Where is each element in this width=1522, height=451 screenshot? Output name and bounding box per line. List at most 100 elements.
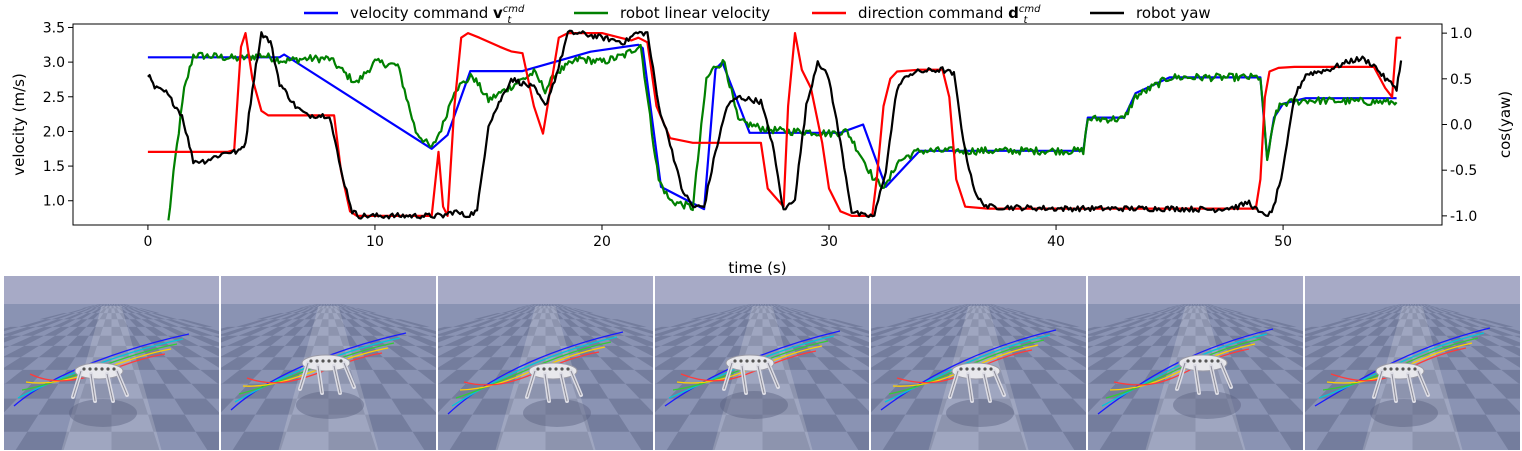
floor-tile — [996, 308, 1011, 314]
y-tick-label-right: 1.0 — [1450, 26, 1472, 42]
floor-tile — [877, 335, 912, 346]
floor-tile — [4, 345, 39, 358]
floor-tile — [1204, 305, 1214, 309]
sim-frame-scene — [220, 276, 436, 450]
sim-frame-1 — [4, 276, 219, 450]
floor-tile — [789, 308, 811, 314]
floor-tile — [753, 319, 763, 327]
floor-tile — [1235, 313, 1262, 320]
floor-tile — [1420, 308, 1429, 314]
floor-tile — [97, 335, 112, 346]
floor-tile — [535, 305, 541, 309]
floor-tile — [1089, 369, 1130, 384]
legend-label-robot_yaw: robot yaw — [1136, 4, 1211, 22]
floor-tile — [477, 326, 504, 336]
robot-model — [71, 362, 129, 403]
series-layer — [147, 29, 1403, 221]
floor-tile — [770, 305, 780, 309]
floor-tile — [252, 319, 281, 327]
legend-label-robot_linear_velocity: robot linear velocity — [620, 4, 770, 22]
floor-tile — [503, 319, 522, 327]
floor-tile — [776, 305, 790, 309]
floor-tile — [1435, 308, 1453, 314]
floor-tile — [794, 313, 816, 320]
floor-tile — [655, 369, 696, 384]
floor-tile — [554, 305, 563, 309]
floor-tile — [654, 326, 687, 336]
floor-tile — [1420, 313, 1431, 320]
floor-tile — [1088, 398, 1102, 413]
y-tick-label-right: -0.5 — [1450, 163, 1477, 179]
floor-tile — [1198, 305, 1204, 309]
floor-tile — [1165, 305, 1180, 309]
floor-tile — [1422, 304, 1428, 306]
floor-tile — [757, 304, 760, 306]
floor-tile — [660, 335, 695, 346]
floor-tile — [608, 398, 653, 415]
floor-tile — [886, 319, 920, 327]
floor-tile — [943, 313, 959, 320]
floor-tile — [871, 383, 873, 385]
floor-tile — [1252, 335, 1283, 346]
floor-tile — [981, 305, 987, 309]
floor-tile — [517, 308, 531, 314]
floor-tile — [750, 308, 758, 314]
floor-tile — [933, 326, 954, 336]
floor-tile — [328, 431, 377, 450]
floor-tile — [220, 357, 256, 370]
floor-tile — [1467, 357, 1502, 370]
floor-tile — [1368, 308, 1388, 314]
floor-tile — [578, 326, 602, 336]
floor-tile — [533, 308, 541, 314]
floor-tile — [965, 304, 971, 306]
robot-shadow — [1173, 391, 1242, 419]
floor-tile — [1088, 345, 1095, 349]
y-tick-label-left: 3.0 — [43, 55, 65, 71]
floor-tile — [1402, 304, 1407, 306]
floor-tile — [546, 304, 549, 306]
floor-tile — [138, 308, 160, 314]
floor-tile — [520, 305, 532, 309]
floor-tile — [815, 319, 847, 327]
floor-tile — [990, 305, 1002, 309]
floor-tile — [572, 308, 594, 314]
robot-model — [721, 354, 780, 395]
floor-tile — [752, 305, 758, 309]
floor-tile — [326, 304, 329, 306]
floor-tile — [346, 319, 363, 327]
floor-tile — [654, 335, 672, 343]
floor-tile — [284, 308, 304, 314]
floor-tile — [1218, 308, 1236, 314]
floor-tile — [67, 335, 89, 346]
floor-tile — [762, 398, 799, 415]
floor-tile — [1320, 319, 1353, 327]
floor-tile — [1153, 414, 1196, 432]
floor-tile — [1384, 308, 1398, 314]
floor-tile — [1001, 308, 1019, 314]
floor-tile — [742, 305, 752, 309]
floor-tile — [1413, 304, 1416, 306]
robot-shadow — [295, 391, 364, 419]
floor-tile — [1057, 335, 1087, 346]
floor-tile — [126, 305, 139, 309]
floor-tile — [63, 313, 84, 320]
floor-tile — [323, 305, 327, 309]
floor-tile — [795, 335, 821, 346]
floor-tile — [313, 335, 329, 346]
floor-tile — [119, 313, 130, 320]
floor-tile — [1088, 414, 1123, 432]
floor-tile — [1382, 305, 1397, 309]
floor-tile — [816, 357, 851, 370]
x-tick-label: 10 — [366, 234, 384, 250]
trajectory-line — [881, 329, 1057, 411]
floor-tile — [443, 335, 478, 346]
floor-tile — [966, 313, 975, 320]
x-axis: 0 10 20 30 40 50 — [143, 225, 1292, 250]
floor-tile — [1032, 319, 1064, 327]
floor-tile — [1439, 383, 1476, 399]
floor-tile — [1120, 319, 1148, 327]
floor-tile — [552, 308, 562, 314]
floor-tile — [220, 383, 222, 385]
floor-tile — [530, 305, 538, 309]
trajectory-line — [447, 331, 623, 415]
